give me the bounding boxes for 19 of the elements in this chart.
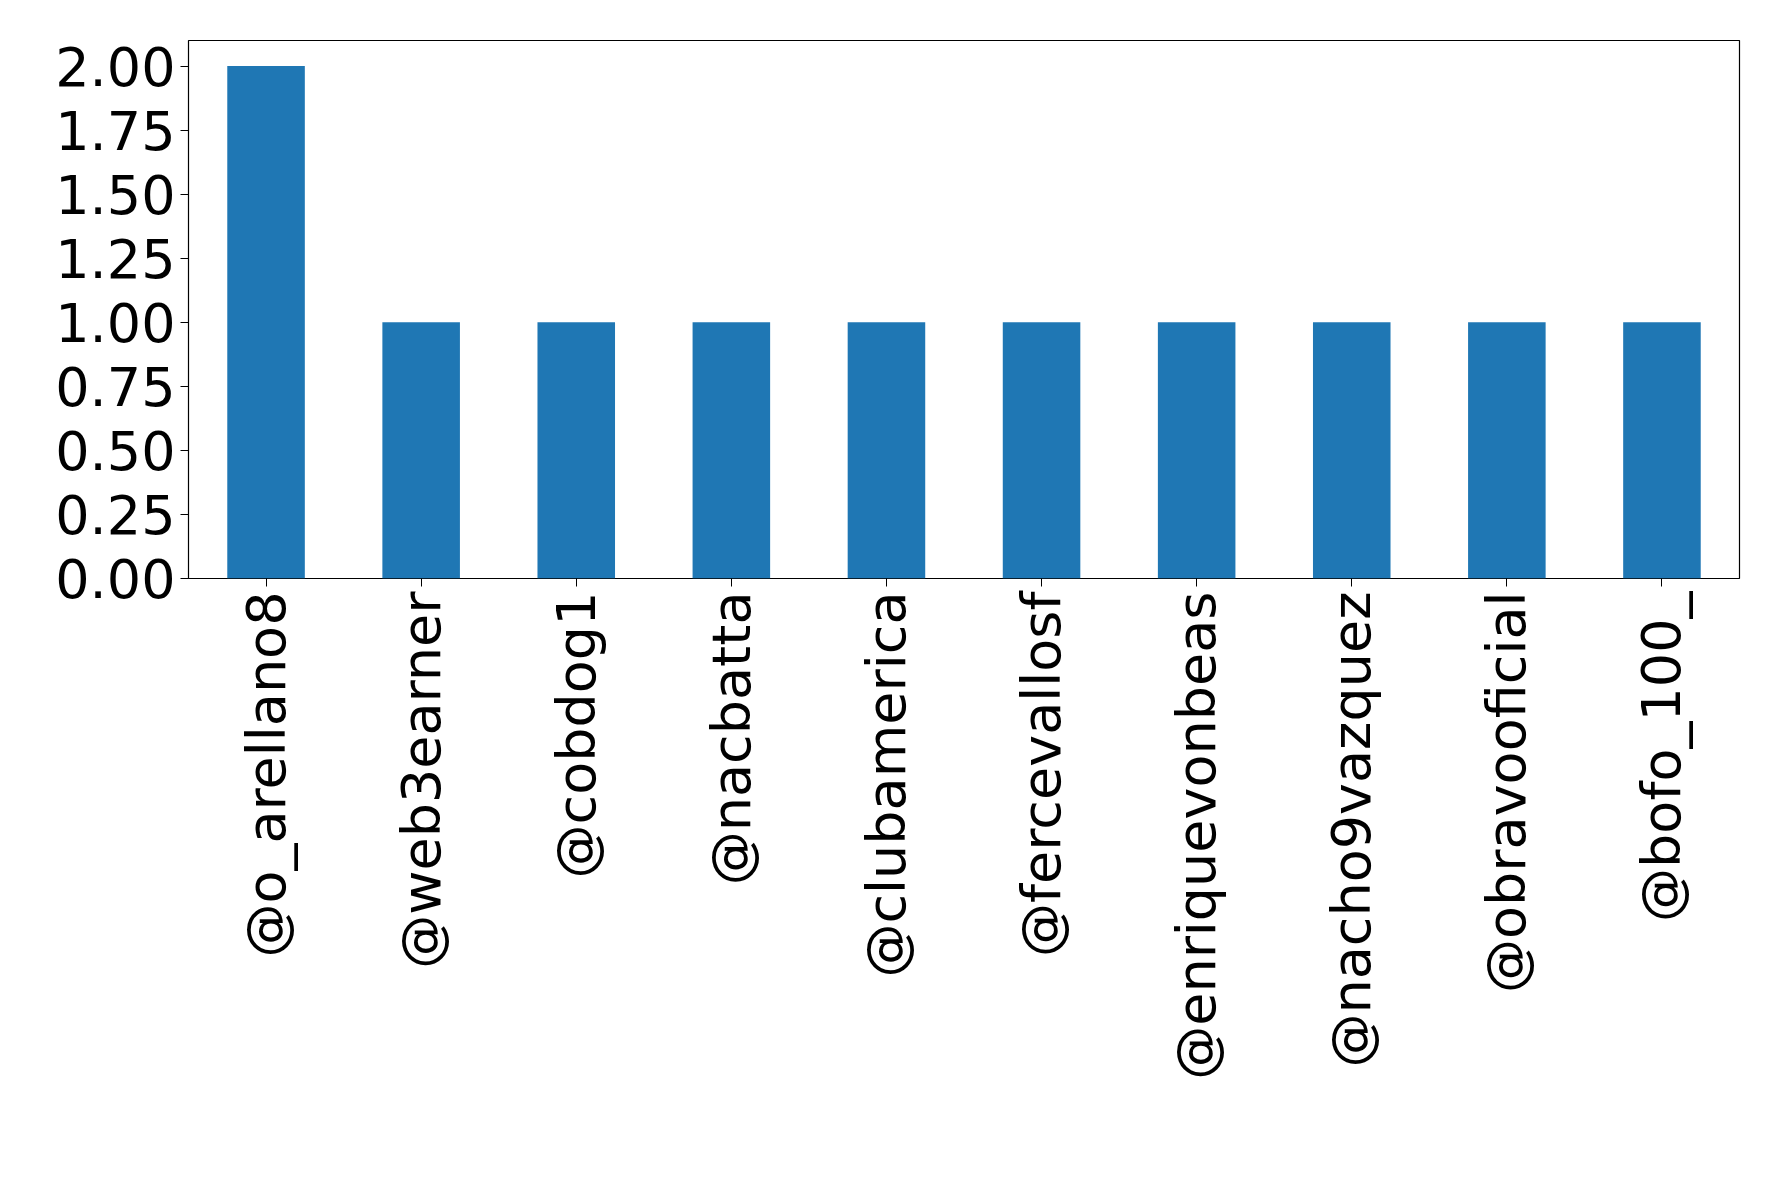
y-tick-label: 0.00 (55, 548, 176, 611)
x-tick-label: @fercevallosf (1010, 589, 1074, 957)
y-tick-label: 1.50 (55, 163, 176, 227)
x-tick-label: @o_arellano8 (234, 591, 298, 958)
x-tick-label: @web3earner (389, 590, 453, 969)
x-tick-label: @enriquevonbeas (1165, 591, 1229, 1080)
x-tick-label: @nacho9vazquez (1320, 591, 1384, 1068)
x-tick-label: @clubamerica (854, 591, 918, 978)
y-tick-label: 0.75 (55, 355, 176, 419)
x-tick-label: @obravooficial (1475, 591, 1539, 993)
x-tick-label: @bofo_100_ (1630, 590, 1694, 922)
y-tick-label: 1.25 (55, 227, 176, 291)
y-tick-label: 0.25 (55, 483, 176, 547)
y-tick-label: 0.50 (55, 419, 176, 483)
y-tick-label: 2.00 (55, 35, 176, 99)
x-tick-label: @cobdog1 (544, 591, 608, 879)
y-tick-label: 1.00 (55, 291, 176, 355)
y-tick-label: 1.75 (55, 99, 176, 163)
x-tick-label: @nacbatta (699, 591, 763, 886)
